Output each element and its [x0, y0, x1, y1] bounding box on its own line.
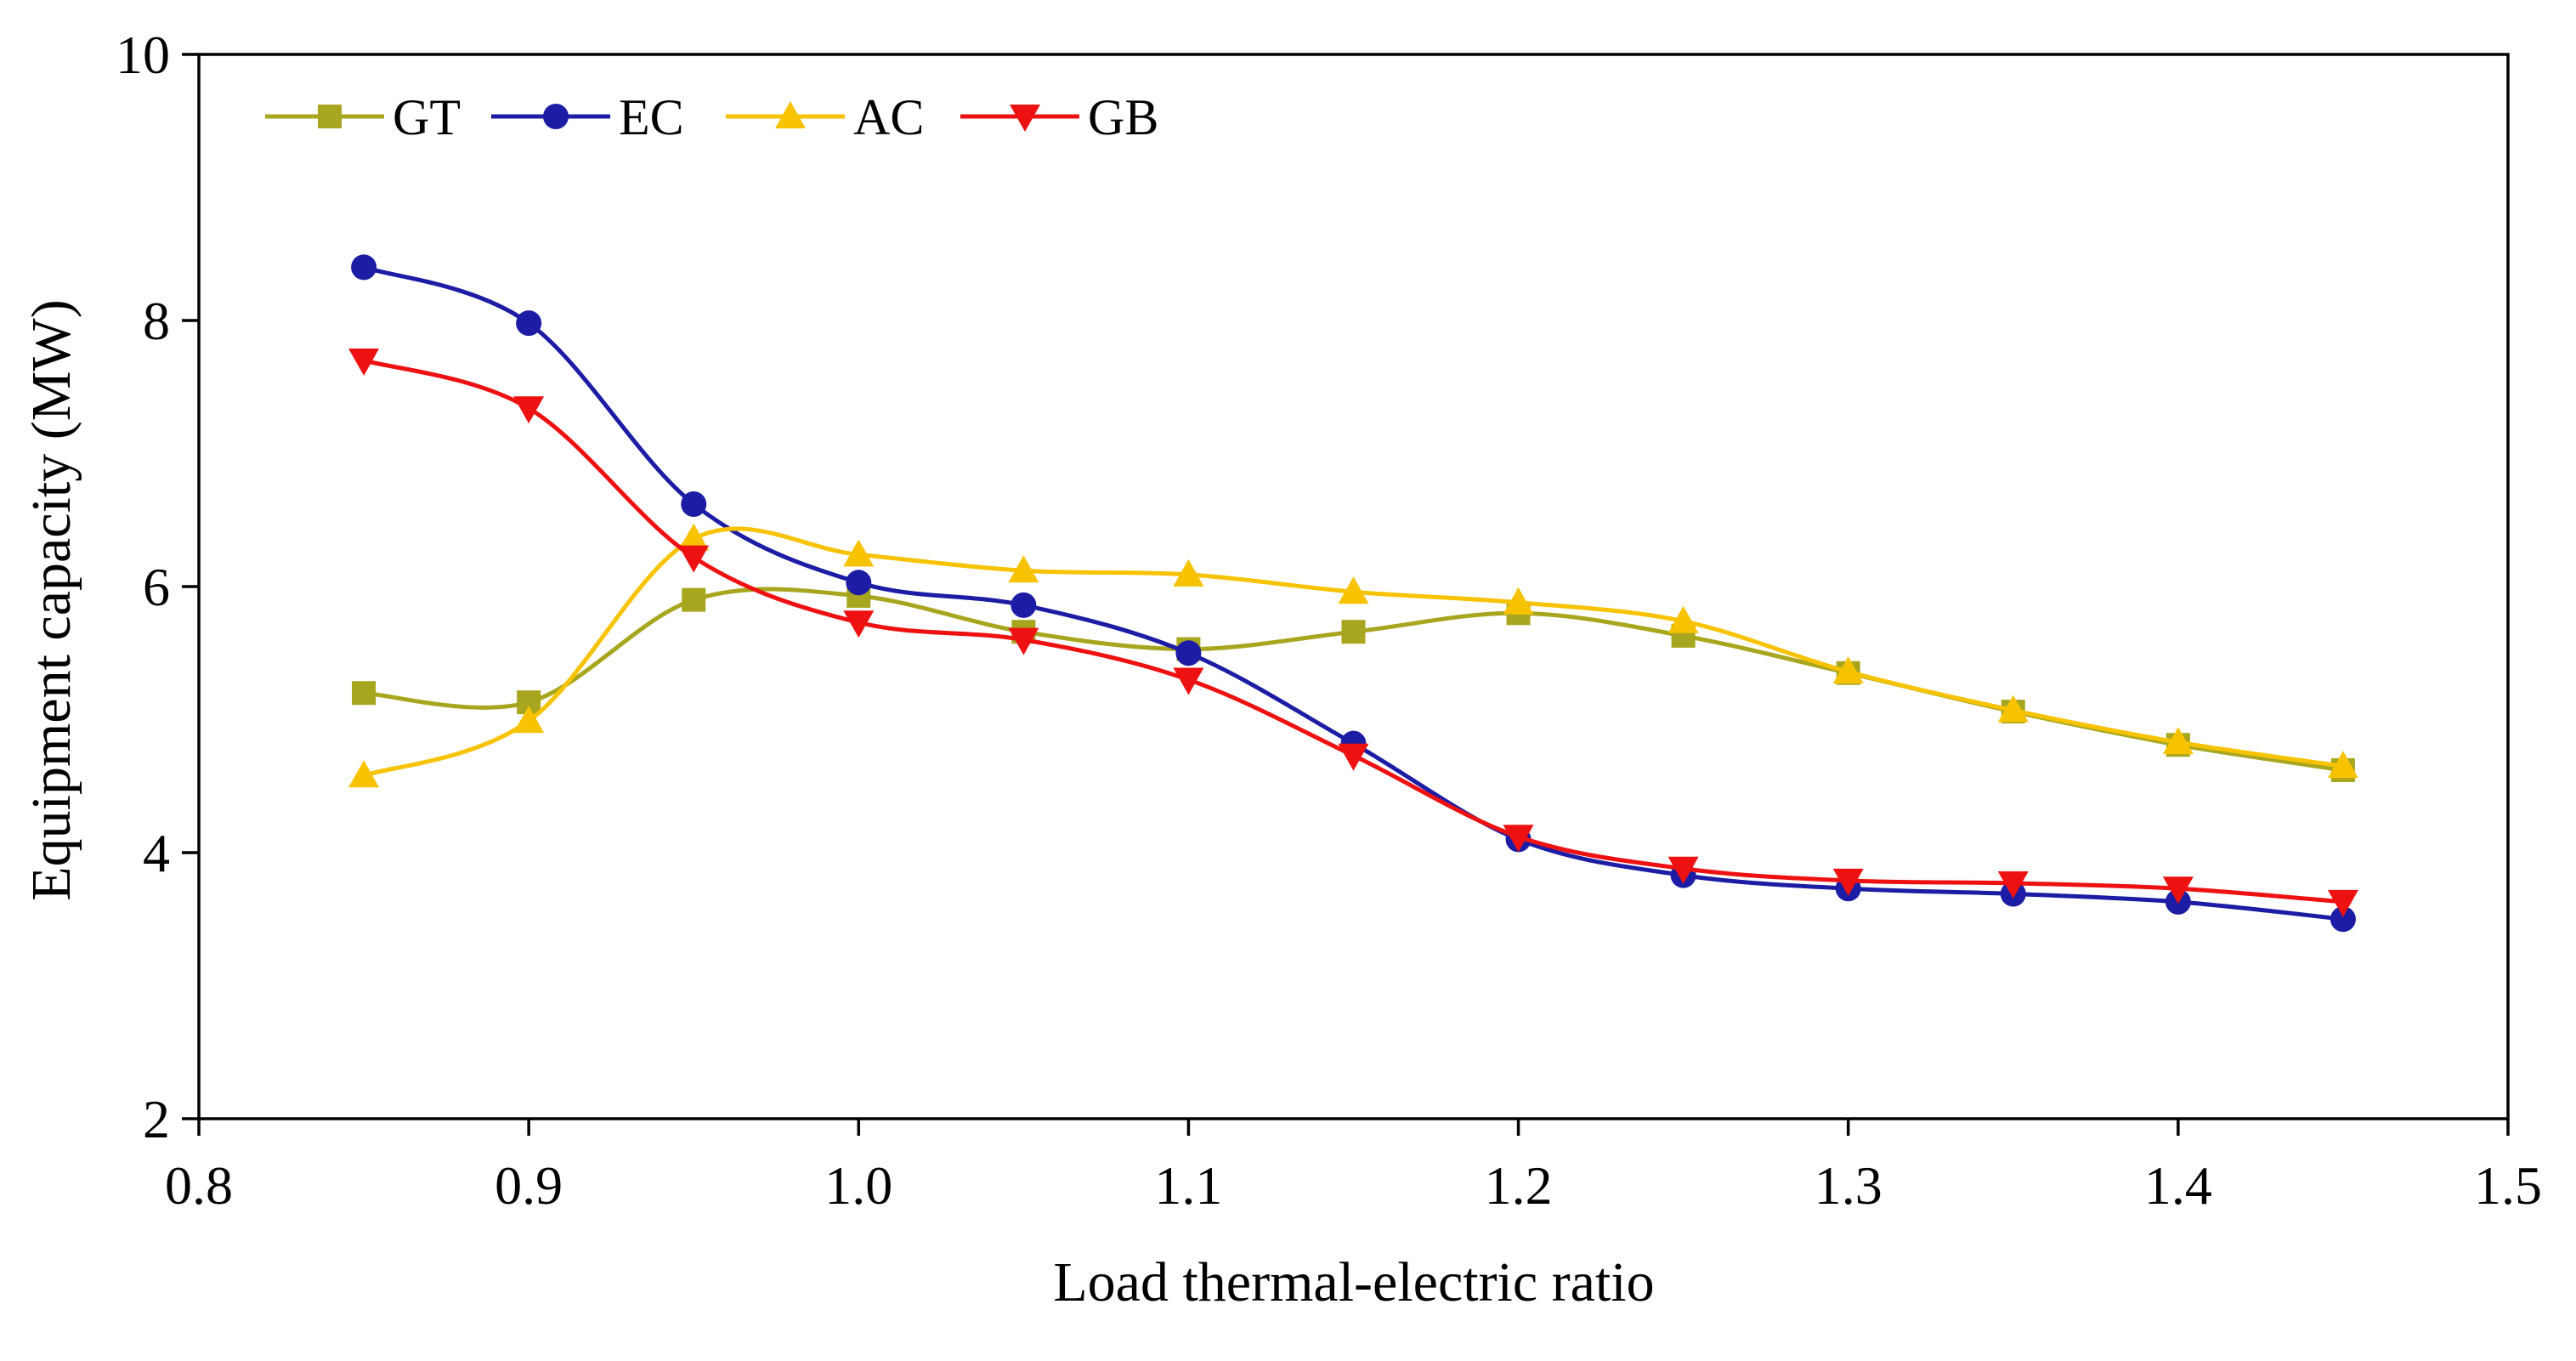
series-ac-point	[2327, 751, 2358, 779]
series-ac-point	[843, 539, 875, 567]
x-tick-label: 0.8	[165, 1155, 233, 1216]
series-ac-point	[1667, 605, 1699, 633]
legend-ac-marker	[775, 101, 806, 128]
series-gb-point	[1832, 868, 1864, 896]
series-ac-point	[1832, 656, 1864, 684]
legend-ec-marker	[543, 104, 569, 129]
legend-gb-marker	[1010, 105, 1040, 132]
series-ec-point	[1011, 592, 1037, 618]
series-gb-point	[1338, 743, 1369, 771]
series-ec-point	[846, 570, 872, 596]
series-gb-point	[2327, 889, 2358, 917]
series-gb	[348, 348, 2358, 917]
series-ac	[348, 523, 2358, 788]
data-series	[348, 254, 2358, 933]
legend-gb-label: GB	[1088, 89, 1158, 145]
x-tick-label: 1.0	[824, 1155, 892, 1216]
legend-ec-label: EC	[619, 89, 684, 145]
legend-item-ac: AC	[726, 89, 924, 145]
axis-ticks: 0.8 0.9 1.0 1.1 1.2 1.3 1.4 1.5 2 4 6 8 10	[116, 25, 2542, 1216]
series-ac-point	[1173, 559, 1204, 587]
x-tick-label: 1.3	[1815, 1155, 1882, 1216]
y-axis-title: Equipment capacity (MW)	[20, 299, 82, 900]
series-gb-point	[348, 348, 380, 376]
y-tick-label: 4	[143, 823, 170, 883]
y-tick-label: 10	[116, 25, 170, 85]
series-gt-point	[682, 587, 706, 612]
legend-item-ec: EC	[491, 89, 684, 145]
series-ac-point	[1997, 695, 2029, 723]
series-ac-point	[348, 760, 380, 788]
series-gb-point	[678, 545, 710, 573]
series-ec-point	[2330, 906, 2356, 933]
y-tick-label: 6	[143, 557, 170, 617]
x-tick-label: 1.4	[2144, 1155, 2212, 1216]
y-tick-label: 2	[143, 1089, 170, 1149]
series-ac-point	[513, 706, 545, 734]
series-gb-point	[1173, 667, 1204, 695]
legend-ac-label: AC	[853, 89, 924, 145]
series-ac-point	[1503, 587, 1534, 615]
series-ec	[351, 254, 2356, 933]
x-tick-label: 0.9	[495, 1155, 563, 1216]
series-gb-point	[843, 610, 875, 638]
series-gt-point	[352, 681, 376, 706]
series-ac-point	[678, 523, 710, 551]
x-tick-label: 1.2	[1485, 1155, 1553, 1216]
series-gb-point	[1997, 870, 2029, 899]
series-ac-point	[2162, 727, 2194, 755]
legend-item-gt: GT	[265, 89, 461, 145]
legend-gt-marker	[318, 105, 342, 128]
y-tick-label: 8	[143, 291, 170, 351]
series-gb-point	[1667, 856, 1699, 884]
legend-gt-label: GT	[393, 89, 461, 145]
series-gb-point	[1503, 825, 1534, 853]
series-ec-point	[1175, 640, 1202, 666]
legend-item-gb: GB	[960, 89, 1158, 145]
series-ac-point	[1008, 555, 1039, 583]
series-gb-point	[1008, 627, 1039, 655]
x-tick-label: 1.5	[2474, 1155, 2542, 1216]
x-tick-label: 1.1	[1154, 1155, 1222, 1216]
series-ec-point	[516, 310, 542, 337]
series-gb-point	[2162, 876, 2194, 904]
x-axis-title: Load thermal-electric ratio	[1053, 1251, 1654, 1313]
series-gb-point	[513, 396, 545, 424]
series-ac-point	[1338, 576, 1369, 604]
series-gt-point	[1341, 620, 1366, 644]
series-ec-point	[351, 254, 377, 281]
series-ec-point	[681, 491, 707, 517]
legend: GT EC AC GB	[265, 89, 1158, 145]
